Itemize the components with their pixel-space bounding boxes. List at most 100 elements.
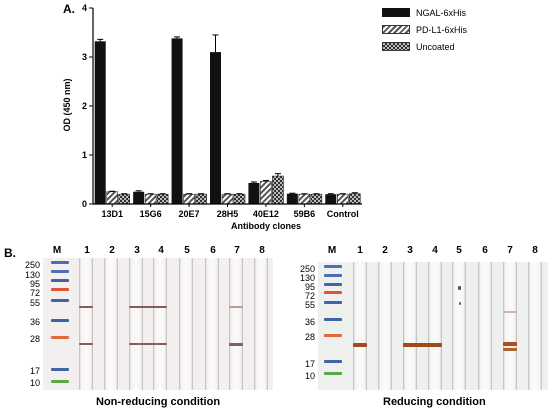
protein-band <box>129 306 167 308</box>
legend-swatch-checker <box>382 42 410 51</box>
lane-label-7: 7 <box>507 245 513 256</box>
y-tick-label: 1 <box>82 150 87 160</box>
x-axis-label: Antibody clones <box>231 221 301 231</box>
protein-band <box>503 342 517 346</box>
mw-marker: 17 <box>304 359 315 369</box>
ladder-band <box>324 318 342 321</box>
blot-strip <box>129 258 143 390</box>
protein-band <box>229 343 243 346</box>
lane-label-3: 3 <box>407 245 413 256</box>
legend-item-uncoated: Uncoated <box>382 38 467 55</box>
blot-strip <box>229 258 243 390</box>
ladder-band <box>324 301 342 304</box>
legend-item-pdl1: PD-L1-6xHis <box>382 21 467 38</box>
blot-speck <box>458 286 461 290</box>
bar-pd-l1-6xhis-28h5 <box>221 193 234 205</box>
ladder-band <box>324 283 342 286</box>
x-tick-label: 59B6 <box>294 209 316 219</box>
bar-ngal-6xhis-15g6 <box>133 191 145 204</box>
mw-marker: 10 <box>304 371 315 381</box>
protein-band <box>503 348 517 351</box>
bar-pd-l1-6xhis-control <box>336 193 349 205</box>
mw-marker: 72 <box>304 291 315 301</box>
bar-chart: 13D1 15G6 20E7 28H5 40E12 59B6 Control 0 1 2 3 4 OD… <box>62 3 362 231</box>
blot-strip <box>403 262 417 390</box>
ladder-band <box>51 288 69 291</box>
ladder-band <box>324 274 342 277</box>
protein-band <box>229 306 243 308</box>
ladder-band <box>51 261 69 264</box>
lane-label-5: 5 <box>184 245 190 256</box>
lane-label-3: 3 <box>134 245 140 256</box>
blot-strip <box>428 262 442 390</box>
y-axis-label: OD (450 nm) <box>62 78 72 131</box>
legend-label: NGAL-6xHis <box>416 7 467 18</box>
blot-strip <box>179 258 193 390</box>
legend-swatch-diagonal <box>382 25 410 34</box>
lane-label-1: 1 <box>357 245 363 256</box>
blot-strip <box>528 262 542 390</box>
ladder-label: M <box>327 245 337 256</box>
protein-band <box>403 343 442 347</box>
blot-strip <box>79 258 93 390</box>
blot-strip <box>452 262 466 390</box>
bar-ngal-6xhis-20e7 <box>171 38 183 204</box>
mw-marker: 95 <box>304 282 315 292</box>
ladder-band <box>51 368 69 371</box>
mw-marker: 130 <box>299 273 315 283</box>
x-tick-label: 40E12 <box>253 209 279 219</box>
bar-pd-l1-6xhis-15g6 <box>144 193 157 205</box>
lane-label-8: 8 <box>259 245 265 256</box>
ladder-band <box>51 336 69 339</box>
legend-swatch-solid <box>382 8 410 17</box>
y-tick-label: 3 <box>82 52 87 62</box>
lane-label-8: 8 <box>532 245 538 256</box>
legend-label: PD-L1-6xHis <box>416 24 468 35</box>
bar-uncoated-15g6 <box>156 193 169 205</box>
protein-band <box>129 343 167 345</box>
bar-ngal-6xhis-13d1 <box>94 41 106 204</box>
ladder-band <box>51 380 69 383</box>
mw-marker: 250 <box>299 264 315 274</box>
bar-uncoated-control <box>348 193 361 205</box>
y-tick-label: 4 <box>82 3 87 13</box>
ladder-band <box>324 291 342 294</box>
blot-strip <box>478 262 492 390</box>
blot-strip <box>205 258 219 390</box>
western-blot-non-reducing <box>43 258 273 390</box>
lane-label-2: 2 <box>382 245 388 256</box>
panel-b-letter: B. <box>4 246 16 260</box>
right-blot-caption: Reducing condition <box>383 396 486 408</box>
y-tick-label: 2 <box>82 101 87 111</box>
mw-marker: 95 <box>29 279 40 289</box>
blot-strip <box>254 258 268 390</box>
blot-strip <box>104 258 118 390</box>
legend-item-ngal: NGAL-6xHis <box>382 4 467 21</box>
mw-marker: 17 <box>29 366 40 376</box>
bar-uncoated-13d1 <box>118 193 131 205</box>
chart-legend: NGAL-6xHis PD-L1-6xHis Uncoated <box>382 4 467 55</box>
x-tick-label: 20E7 <box>179 209 200 219</box>
blot-speck <box>459 302 461 305</box>
bar-pd-l1-6xhis-13d1 <box>106 191 119 205</box>
mw-marker: 36 <box>304 317 315 327</box>
bar-ngal-6xhis-59b6 <box>286 193 298 204</box>
lane-label-5: 5 <box>456 245 462 256</box>
y-tick-label: 0 <box>82 199 87 209</box>
lane-label-1: 1 <box>84 245 90 256</box>
x-tick-label: 28H5 <box>217 209 239 219</box>
blot-strip <box>353 262 367 390</box>
blot-strip <box>378 262 392 390</box>
western-blot-reducing <box>318 262 548 390</box>
ladder-band <box>51 299 69 302</box>
lane-label-4: 4 <box>432 245 438 256</box>
bar-uncoated-59b6 <box>310 193 323 205</box>
lane-label-6: 6 <box>482 245 488 256</box>
legend-label: Uncoated <box>416 41 455 52</box>
mw-marker: 55 <box>29 298 40 308</box>
lane-label-6: 6 <box>210 245 216 256</box>
lane-label-7: 7 <box>234 245 240 256</box>
ladder-band <box>51 270 69 273</box>
mw-marker: 72 <box>29 288 40 298</box>
bar-uncoated-20e7 <box>195 193 207 205</box>
